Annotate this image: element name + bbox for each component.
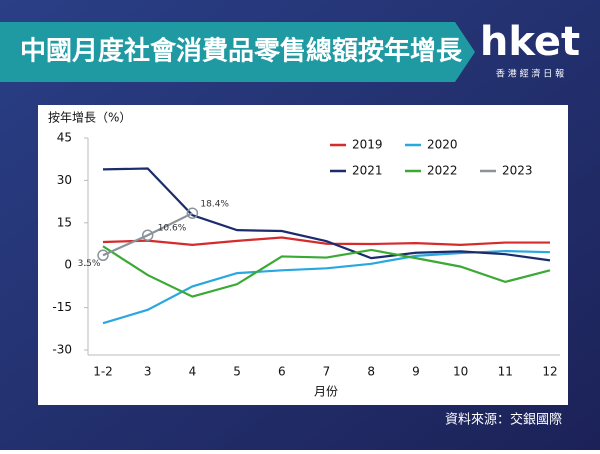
y-tick-label: 15: [57, 215, 72, 229]
x-tick-label: 11: [498, 365, 513, 379]
y-tick-label: -15: [52, 300, 72, 314]
x-tick-label: 4: [189, 365, 197, 379]
x-tick-label: 1-2: [93, 365, 113, 379]
point: [186, 207, 199, 219]
y-tick-label: 30: [57, 173, 72, 187]
point: [97, 249, 109, 262]
value-label: 10.6%: [158, 224, 187, 234]
series-line: [102, 212, 193, 257]
series-line: [102, 236, 550, 246]
point: [141, 229, 154, 241]
title-banner: [0, 22, 475, 82]
x-tick-label: 10: [453, 365, 468, 379]
x-tick-label: 7: [323, 365, 331, 379]
y-tick-label: 0: [64, 258, 72, 272]
legend-label: 2019: [352, 138, 383, 152]
x-tick-label: 3: [144, 365, 152, 379]
x-tick-label: 8: [367, 365, 375, 379]
y-axis-label: 按年增長（%）: [48, 111, 131, 125]
x-tick-label: 6: [278, 365, 286, 379]
series-line: [102, 245, 551, 298]
x-tick-label: 5: [233, 365, 241, 379]
value-label: 18.4%: [200, 200, 229, 210]
legend-label: 2021: [352, 164, 383, 178]
y-tick-label: 45: [57, 131, 72, 145]
legend-label: 2020: [427, 138, 458, 152]
x-tick-label: 12: [542, 365, 557, 379]
x-tick-label: 9: [412, 365, 420, 379]
source: 資料來源：交銀國際: [445, 412, 562, 428]
value-label: 3.5%: [78, 259, 101, 269]
brand-name: hket: [480, 19, 580, 65]
legend-label: 2023: [502, 164, 533, 178]
x-axis-label: 月份: [314, 385, 338, 399]
series-line: [102, 167, 551, 262]
legend-label: 2022: [427, 164, 458, 178]
chart-title: 中國月度社會消費品零售總額按年增長: [20, 36, 463, 67]
y-tick-label: -30: [52, 343, 72, 357]
brand-tagline: 香 港 經 濟 日 報: [496, 68, 564, 80]
